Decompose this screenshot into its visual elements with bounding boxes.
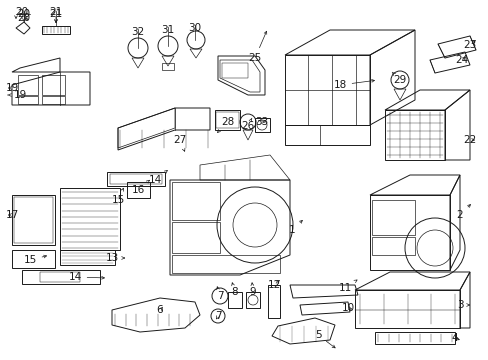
Text: 14: 14 bbox=[148, 171, 167, 185]
Text: 2: 2 bbox=[456, 204, 469, 220]
Text: 4: 4 bbox=[451, 333, 458, 343]
Text: 7: 7 bbox=[216, 287, 223, 301]
Text: 22: 22 bbox=[463, 135, 476, 145]
Text: 3: 3 bbox=[456, 300, 468, 310]
Text: 24: 24 bbox=[454, 55, 468, 65]
Text: 20: 20 bbox=[16, 7, 28, 17]
Text: 33: 33 bbox=[255, 117, 268, 127]
Text: 32: 32 bbox=[131, 27, 144, 37]
Text: 23: 23 bbox=[463, 40, 476, 50]
Text: 27: 27 bbox=[173, 135, 186, 151]
Text: 12: 12 bbox=[267, 280, 280, 290]
Text: 11: 11 bbox=[338, 280, 356, 293]
Text: 21: 21 bbox=[49, 9, 62, 19]
Text: 30: 30 bbox=[188, 23, 201, 33]
Text: 29: 29 bbox=[391, 72, 406, 85]
Text: 28: 28 bbox=[217, 117, 234, 132]
Text: 15: 15 bbox=[23, 255, 46, 265]
Text: 15: 15 bbox=[111, 188, 124, 205]
Text: 25: 25 bbox=[248, 31, 266, 63]
Text: 21: 21 bbox=[49, 7, 62, 17]
Text: 16: 16 bbox=[131, 180, 149, 195]
Text: 20: 20 bbox=[18, 9, 30, 19]
Text: 7: 7 bbox=[214, 311, 221, 321]
Text: 17: 17 bbox=[5, 210, 19, 220]
Text: 8: 8 bbox=[231, 283, 238, 297]
Text: 5: 5 bbox=[314, 330, 334, 348]
Text: 19: 19 bbox=[8, 90, 26, 100]
Text: 13: 13 bbox=[105, 253, 124, 263]
Text: 19: 19 bbox=[5, 83, 19, 93]
Text: 26: 26 bbox=[241, 118, 254, 131]
Text: 9: 9 bbox=[249, 283, 256, 297]
Text: 1: 1 bbox=[288, 220, 302, 235]
Text: 31: 31 bbox=[161, 25, 174, 35]
Text: 10: 10 bbox=[341, 303, 354, 313]
Text: 18: 18 bbox=[333, 80, 374, 90]
Text: 6: 6 bbox=[156, 305, 163, 315]
Text: 20: 20 bbox=[18, 13, 30, 23]
Text: 14: 14 bbox=[68, 272, 104, 282]
